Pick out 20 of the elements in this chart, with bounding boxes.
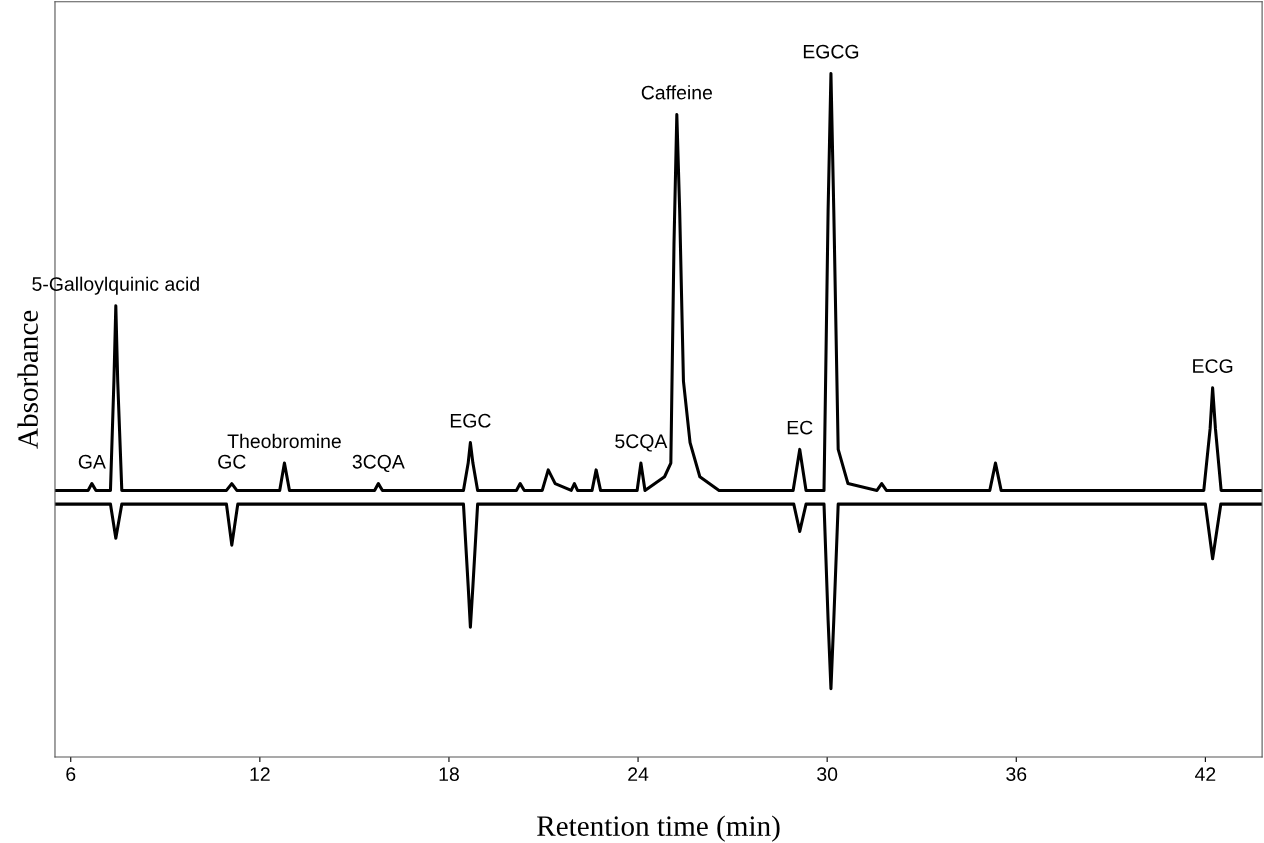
x-tick-label: 18 bbox=[439, 767, 459, 782]
annotation: EGCG bbox=[803, 44, 859, 59]
x-tick-label: 36 bbox=[1006, 767, 1027, 782]
annotation: Caffeine bbox=[641, 85, 712, 100]
annotation: 5-Galloylquinic acid bbox=[32, 276, 199, 295]
x-tick-label: 30 bbox=[817, 767, 838, 782]
annotation: EGC bbox=[450, 413, 491, 428]
annotation: ECG bbox=[1193, 359, 1233, 373]
x-tick-label: 42 bbox=[1195, 767, 1216, 781]
annotation: 5CQA bbox=[615, 434, 668, 452]
annotation: Theobromine bbox=[227, 433, 341, 449]
x-tick-label: 24 bbox=[628, 767, 649, 781]
annotation: 3CQA bbox=[352, 454, 405, 473]
annotation: GC bbox=[218, 454, 246, 469]
annotation: GA bbox=[78, 454, 106, 469]
annotation: EC bbox=[787, 420, 813, 435]
x-axis-title: Retention time (min) bbox=[537, 815, 780, 842]
x-tick-label: 6 bbox=[66, 767, 76, 782]
y-axis-title: Absorbance bbox=[17, 310, 38, 449]
x-tick-label: 12 bbox=[250, 767, 270, 781]
